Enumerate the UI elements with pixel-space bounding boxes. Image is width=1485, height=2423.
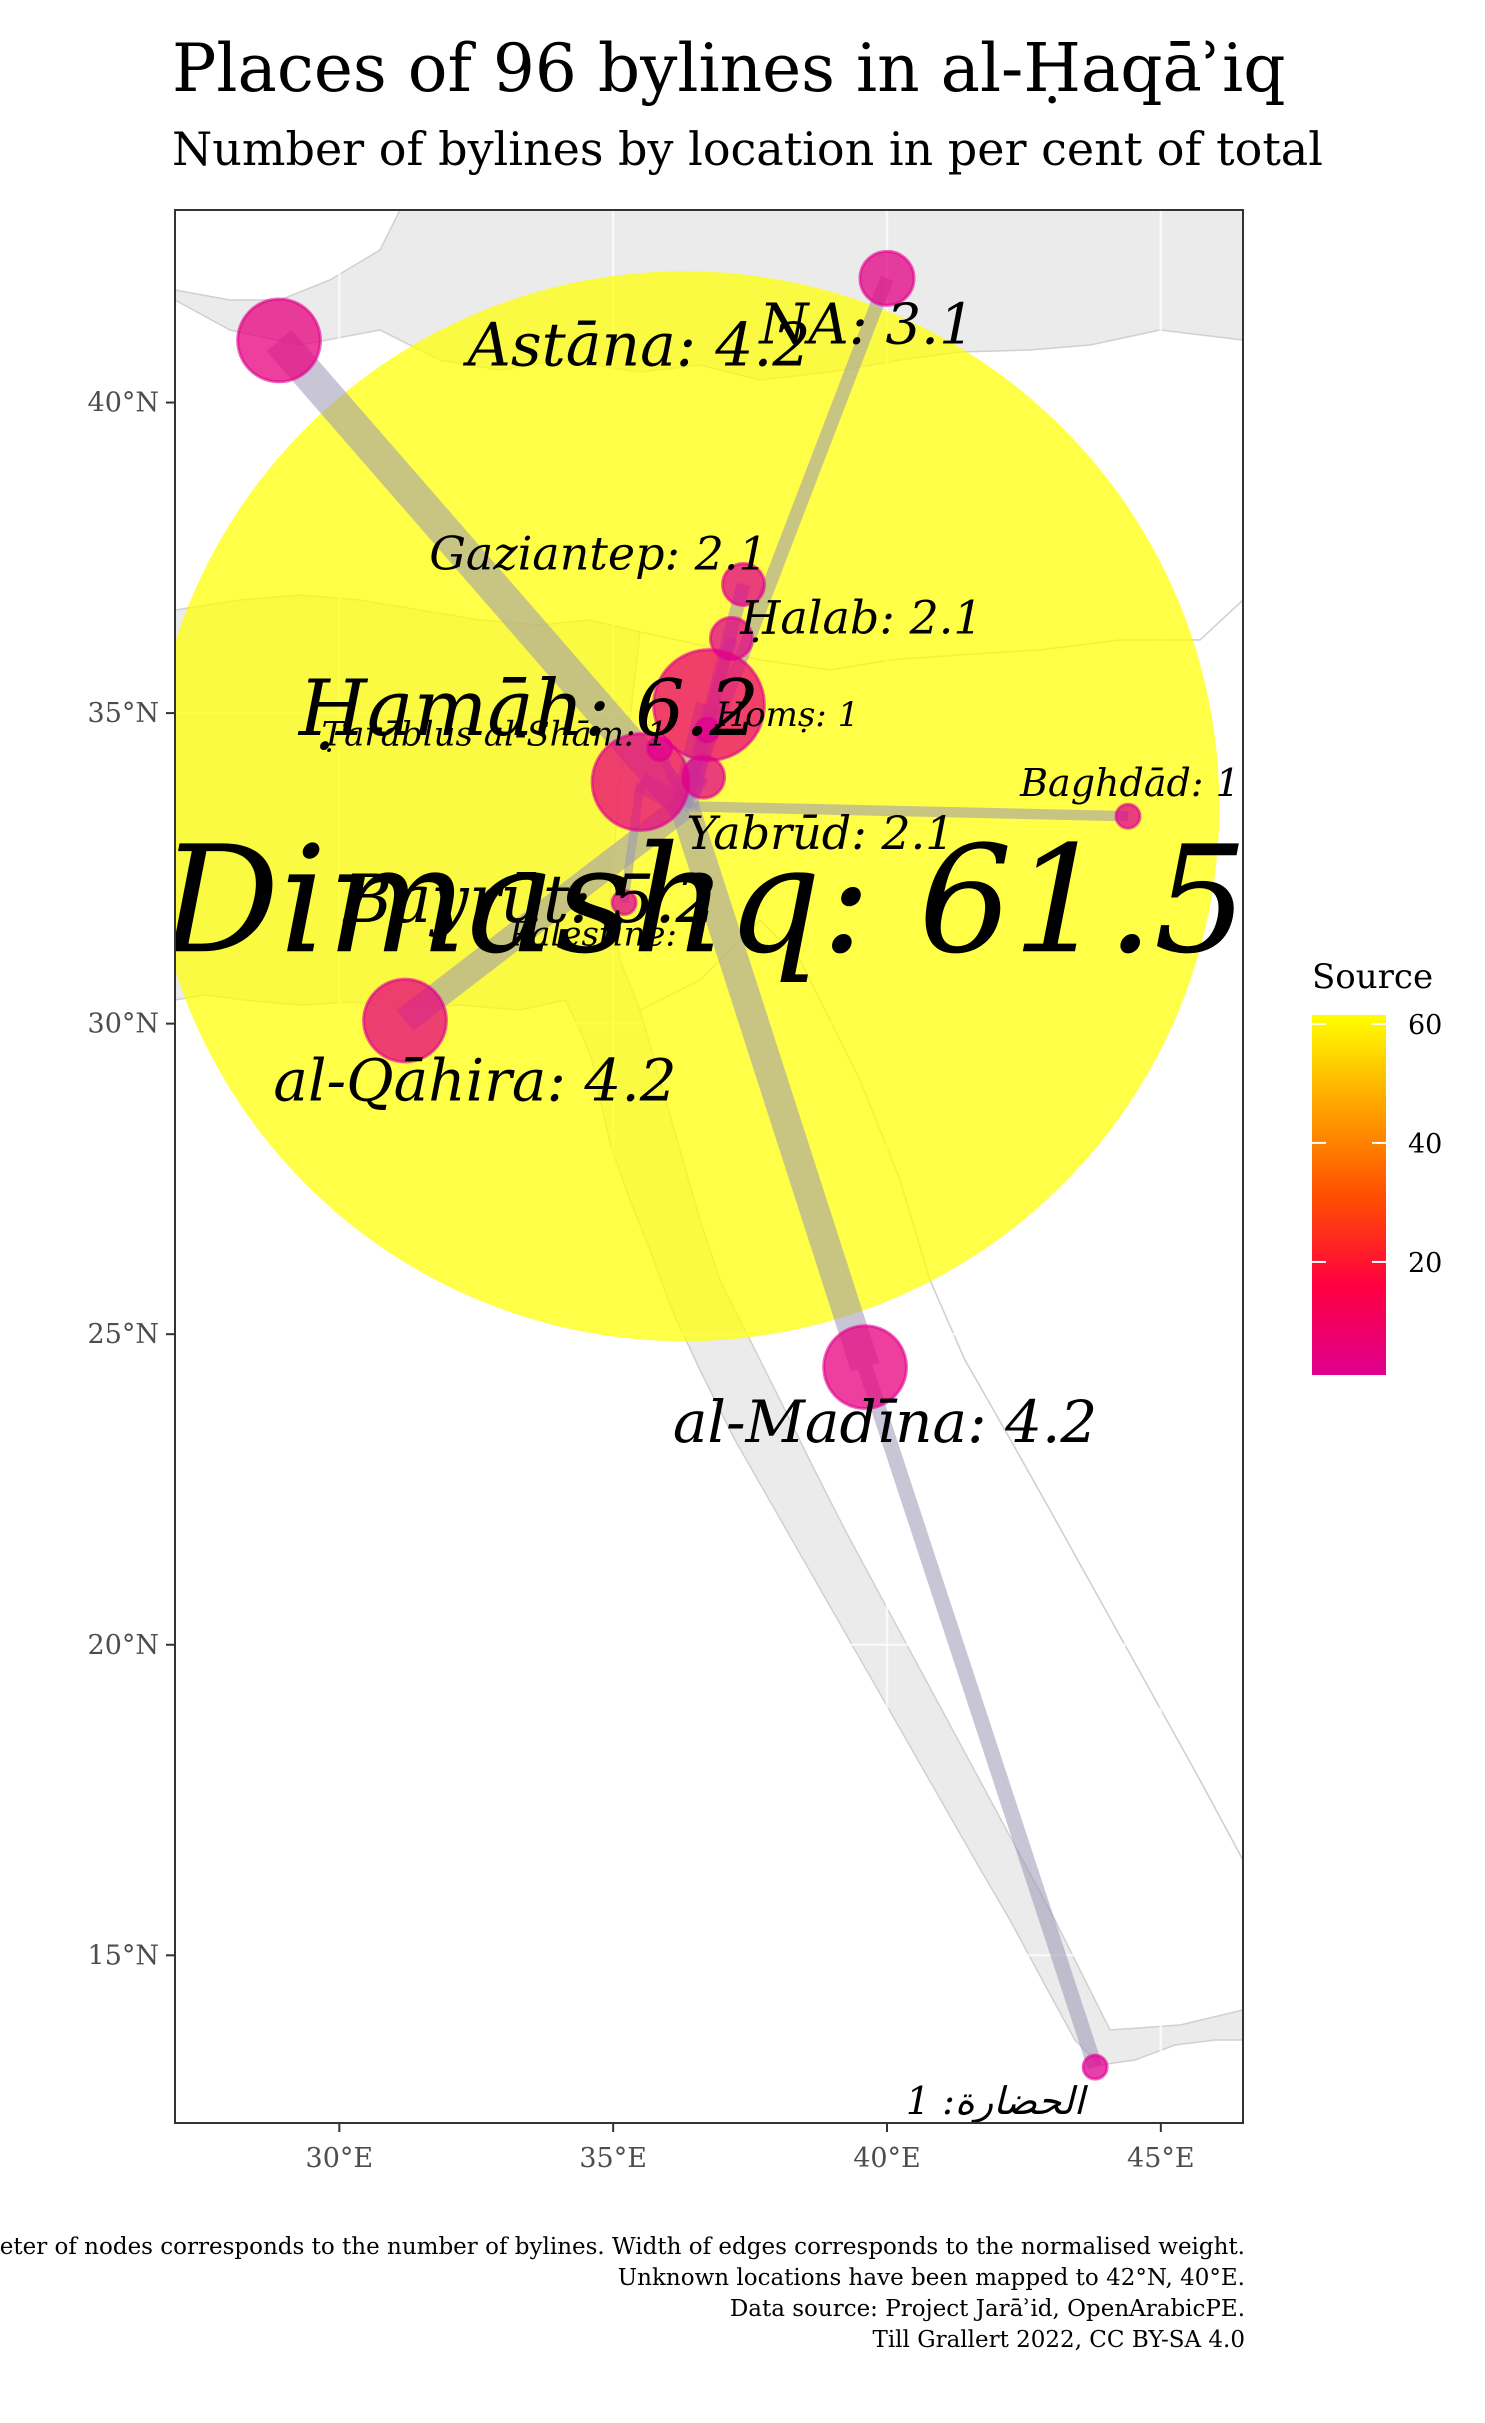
node-label: al-Qāhira: 4.2 <box>273 1047 676 1115</box>
node-label: Ḥalab: 2.1 <box>739 591 982 645</box>
node-circle <box>1114 802 1142 830</box>
node-labels: Dimashq: 61.5 Ḥamāh: 6.2 Bayrūt: 5.2 Astāna… <box>158 292 1248 2124</box>
chart-title: Places of 96 bylines in al-Ḥaqāʾiq <box>172 30 1286 107</box>
y-tick-label: 25°N <box>88 1319 159 1350</box>
node-label: Ḥamāh: 6.2 <box>297 664 759 754</box>
y-tick-label: 35°N <box>88 698 159 729</box>
caption-line-4: Till Grallert 2022, CC BY-SA 4.0 <box>872 2327 1245 2353</box>
node-circle <box>236 297 322 384</box>
legend-title: Source <box>1312 957 1433 997</box>
map-panel: Dimashq: 61.5 Ḥamāh: 6.2 Bayrūt: 5.2 Astāna… <box>158 209 1248 2124</box>
y-tick-label: 30°N <box>88 1009 159 1040</box>
node-circle <box>858 249 916 307</box>
node-label: الحضارة: 1 <box>906 2079 1089 2124</box>
panel-border <box>174 209 1244 2124</box>
node-label: al-Madīna: 4.2 <box>673 1388 1098 1456</box>
node-circle <box>1081 2053 1109 2081</box>
node-circle <box>708 616 754 662</box>
caption-line-3: Data source: Project Jarāʾid, OpenArabic… <box>729 2296 1245 2322</box>
land-greece-balkans <box>175 210 401 301</box>
caption-line-2: Unknown locations have been mapped to 42… <box>617 2265 1245 2291</box>
legend-colorbar <box>1312 1015 1386 1375</box>
node-label: Astāna: 4.2 <box>462 310 810 380</box>
y-tick-label: 15°N <box>88 1940 159 1971</box>
legend-tick-label: 60 <box>1408 1010 1442 1041</box>
node-circle <box>681 754 727 800</box>
network-edge <box>396 795 693 1032</box>
chart-subtitle: Number of bylines by location in per cen… <box>172 122 1323 176</box>
x-tick-label: 40°E <box>853 2143 921 2174</box>
network-edge <box>670 801 880 1372</box>
node-circle <box>610 889 638 917</box>
node-label: Yabrūd: 2.1 <box>687 806 955 860</box>
x-tick-label: 45°E <box>1127 2143 1195 2174</box>
network-edge <box>266 329 697 818</box>
node-circle <box>822 1324 908 1411</box>
network-nodes <box>236 249 1142 2081</box>
node-label: Gaziantep: 2.1 <box>429 527 768 581</box>
node-circle <box>646 734 674 762</box>
node-circle <box>362 977 448 1064</box>
node-label: Palestine: 1 <box>508 915 710 955</box>
caption: Diameter of nodes corresponds to the num… <box>0 2232 1245 2356</box>
node-label: NA: 3.1 <box>757 292 974 357</box>
caption-line-1: Diameter of nodes corresponds to the num… <box>0 2234 1245 2260</box>
node-label: Baghdād: 1 <box>1019 761 1240 805</box>
legend-ticks: 60 40 20 <box>1312 1010 1442 1279</box>
x-tick-label: 30°E <box>306 2143 374 2174</box>
x-tick-label: 35°E <box>579 2143 647 2174</box>
y-tick-label: 40°N <box>88 388 159 419</box>
node-label: Ṭarāblus al-Shām: 1 <box>321 714 668 754</box>
network-edge <box>857 1364 1103 2070</box>
legend-tick-label: 40 <box>1408 1129 1442 1160</box>
legend: Source 60 40 20 <box>1312 957 1442 1375</box>
node-circle <box>721 562 767 608</box>
y-axis: 15°N 20°N 25°N 30°N 35°N 40°N <box>88 388 175 1971</box>
x-axis: 30°E 35°E 40°E 45°E <box>306 2123 1195 2174</box>
network-edge <box>684 801 1129 822</box>
node-label: Bayrūt: 5.2 <box>343 861 718 938</box>
y-tick-label: 20°N <box>88 1630 159 1661</box>
node-label: Dimashq: 61.5 <box>158 814 1248 986</box>
legend-tick-label: 20 <box>1408 1248 1442 1279</box>
node-circle <box>693 716 721 744</box>
node-label: Ḥomṣ: 1 <box>715 695 860 735</box>
